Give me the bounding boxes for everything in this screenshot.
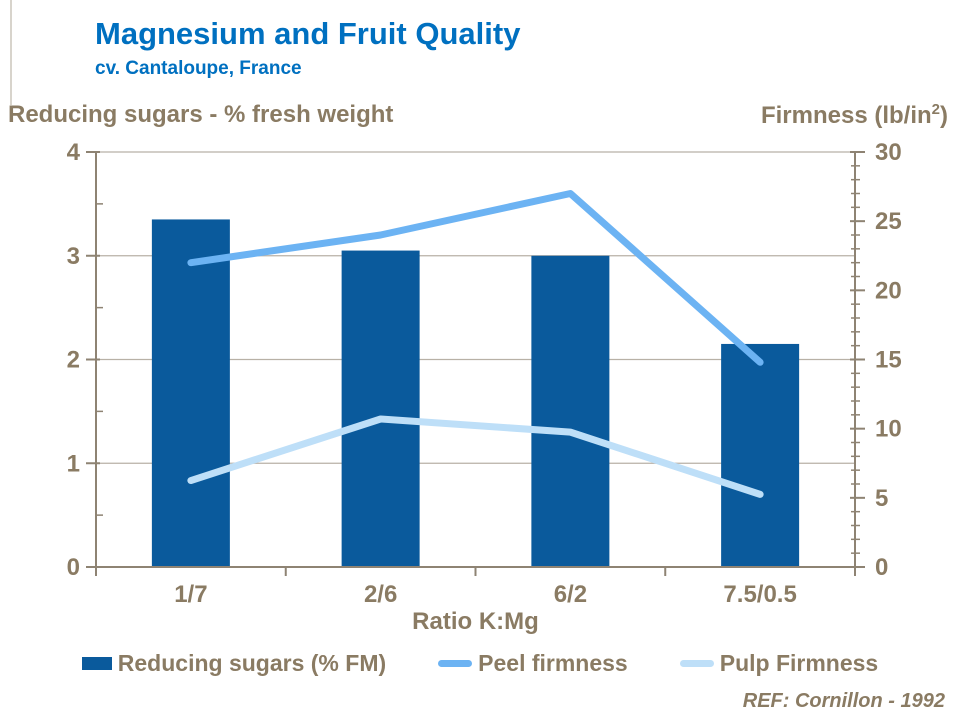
right-axis-title-sup: 2 [931,101,940,118]
right-axis-title-pre: Firmness (lb/in [760,102,932,129]
legend-label-peel-firmness: Peel firmness [478,650,628,676]
bar-swatch-icon [81,657,112,670]
bar-6/2 [531,255,610,567]
chart-svg: 0 1 2 3 4 0 5 10 15 20 25 30 1/7 2/6 6/2 7.5/0.5 [67,140,902,608]
legend-label-reducing-sugars: Reducing sugars (% FM) [117,650,387,676]
legend-item-reducing-sugars: Reducing sugars (% FM) [81,650,387,677]
x-category-label: 1/7 [174,581,207,608]
bar-1/7 [151,219,230,567]
right-tick-label: 15 [875,347,902,374]
right-tick-label: 25 [875,208,902,235]
pulp-firmness-line [187,415,764,498]
left-tick-label: 4 [67,140,81,166]
page-title: Magnesium and Fruit Quality [95,16,521,51]
right-tick-label: 10 [875,416,902,443]
pulp-line-swatch-icon [679,660,714,667]
right-tick-label: 20 [875,277,902,304]
right-axis-title: Firmness (lb/in2) [761,101,948,130]
left-tick-label: 3 [67,243,80,270]
legend-item-peel-firmness: Peel firmness [438,650,628,677]
peel-line-swatch-icon [438,660,473,667]
chart-legend: Reducing sugars (% FM) Peel firmness Pul… [0,650,960,677]
right-tick-label: 30 [875,140,902,166]
x-category-label: 6/2 [554,581,587,608]
legend-item-pulp-firmness: Pulp Firmness [679,650,879,677]
peel-firmness-line [187,190,764,366]
bar-2/6 [341,250,420,567]
right-tick-label: 5 [875,485,888,512]
slide-accent-line [10,0,12,105]
left-tick-label: 0 [67,554,80,581]
right-axis-title-post: ) [940,102,948,129]
left-tick-label: 2 [67,347,80,374]
x-category-label: 7.5/0.5 [723,581,796,608]
legend-label-pulp-firmness: Pulp Firmness [719,650,879,676]
x-axis-title: Ratio K:Mg [412,608,539,635]
page-subtitle: cv. Cantaloupe, France [95,58,302,79]
x-category-label: 2/6 [364,581,397,608]
left-axis-title: Reducing sugars - % fresh weight [8,101,394,128]
right-tick-label: 0 [875,554,888,581]
bar-7.5/0.5 [721,343,800,567]
reference-citation: REF: Cornillon - 1992 [742,690,945,712]
left-tick-label: 1 [67,450,80,477]
